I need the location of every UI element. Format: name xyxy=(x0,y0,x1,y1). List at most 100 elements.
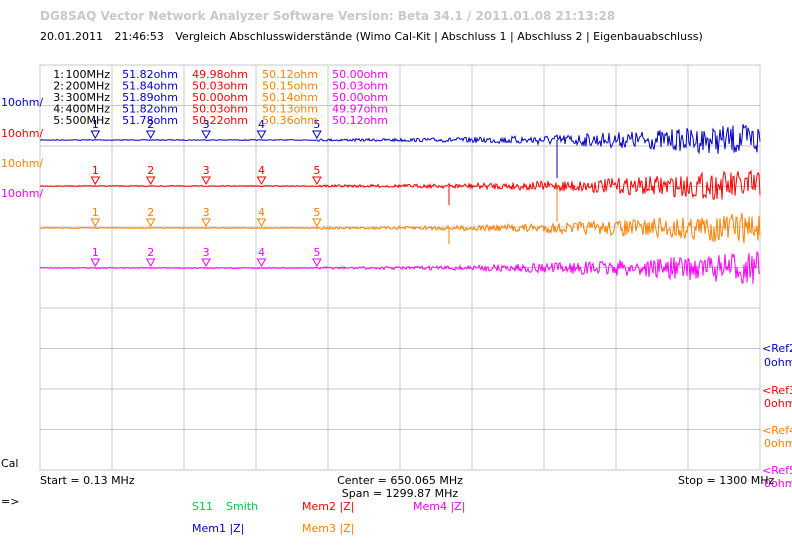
marker-value: 50.03ohm xyxy=(192,80,248,93)
axis-stop: Stop = 1300 MHz xyxy=(678,474,774,487)
ref-label-mem1: <Ref2 xyxy=(762,342,792,355)
marker-triangle xyxy=(145,218,156,228)
arrow-label: => xyxy=(1,495,19,508)
marker-number: 2 xyxy=(147,206,154,219)
marker-triangle xyxy=(145,176,156,186)
header-date: 20.01.2011 xyxy=(40,30,103,43)
legend-smith[interactable]: Smith xyxy=(226,500,258,513)
marker-frequency: 200MHz xyxy=(65,80,110,93)
ref-value-mem4: 0ohm xyxy=(764,477,792,490)
marker-value: 49.98ohm xyxy=(192,68,248,81)
marker-index: 3: xyxy=(53,91,64,104)
marker-value: 50.13ohm xyxy=(262,103,318,116)
marker-frequency: 500MHz xyxy=(65,114,110,127)
marker-triangle xyxy=(201,176,211,186)
marker-value: 51.84ohm xyxy=(122,80,178,93)
marker-frequency: 300MHz xyxy=(65,91,110,104)
marker-value: 50.00ohm xyxy=(332,91,388,104)
axis-center: Center = 650.065 MHz xyxy=(337,474,463,487)
scale-label-mem2: 10ohm/ xyxy=(1,127,43,140)
marker-number: 4 xyxy=(258,164,265,177)
marker-number: 4 xyxy=(258,118,265,131)
marker-triangle xyxy=(145,130,156,140)
marker-number: 2 xyxy=(147,164,154,177)
marker-triangle xyxy=(201,258,211,268)
marker-triangle xyxy=(90,176,101,186)
marker-triangle xyxy=(312,130,322,140)
marker-index: 1: xyxy=(53,68,64,81)
ref-label-mem3: <Ref4 xyxy=(762,424,792,437)
marker-number: 1 xyxy=(92,118,99,131)
marker-number: 1 xyxy=(92,246,99,259)
marker-frequency: 100MHz xyxy=(65,68,110,81)
app-title: DG8SAQ Vector Network Analyzer Software … xyxy=(40,9,616,23)
marker-triangle xyxy=(90,258,101,268)
ref-value-mem2: 0ohm xyxy=(764,397,792,410)
marker-value: 49.97ohm xyxy=(332,103,388,116)
scale-label-mem1: 10ohm/ xyxy=(1,96,43,109)
marker-triangle xyxy=(256,258,267,268)
marker-value: 50.00ohm xyxy=(192,91,248,104)
marker-triangle xyxy=(201,130,211,140)
header-line: 20.01.2011 21:46:53 Vergleich Abschlussw… xyxy=(40,30,711,43)
marker-value: 51.82ohm xyxy=(122,68,178,81)
marker-triangle xyxy=(145,258,156,268)
marker-value: 50.36ohm xyxy=(262,114,318,127)
marker-value: 50.03ohm xyxy=(192,103,248,116)
scale-label-mem3: 10ohm/ xyxy=(1,157,43,170)
marker-number: 5 xyxy=(313,246,320,259)
marker-number: 2 xyxy=(147,246,154,259)
legend-mem4[interactable]: Mem4 |Z| xyxy=(413,500,465,513)
marker-number: 5 xyxy=(313,206,320,219)
trace-mem4 xyxy=(39,250,761,284)
axis-start: Start = 0.13 MHz xyxy=(40,474,135,487)
marker-index: 4: xyxy=(53,103,64,116)
marker-number: 4 xyxy=(258,206,265,219)
ref-label-mem2: <Ref3 xyxy=(762,384,792,397)
marker-value: 50.12ohm xyxy=(262,68,318,81)
marker-number: 2 xyxy=(147,118,154,131)
ref-value-mem1: 0ohm xyxy=(764,356,792,369)
header-time: 21:46:53 xyxy=(114,30,164,43)
marker-value: 50.14ohm xyxy=(262,91,318,104)
marker-number: 5 xyxy=(313,118,320,131)
marker-frequency: 400MHz xyxy=(65,103,110,116)
marker-value: 50.00ohm xyxy=(332,68,388,81)
trace-mem3 xyxy=(39,212,761,244)
marker-triangle xyxy=(312,176,322,186)
marker-number: 3 xyxy=(203,164,210,177)
marker-table: 1: 100MHz 51.82ohm 49.98ohm 50.12ohm 50.00ohm… xyxy=(53,68,388,127)
marker-triangles: 1 2 3 4 5 1 2 3 4 5 1 2 3 4 5 1 2 3 4 5 xyxy=(90,118,322,268)
axis-span: Span = 1299.87 MHz xyxy=(342,487,459,500)
marker-index: 5: xyxy=(53,114,64,127)
marker-triangle xyxy=(256,176,267,186)
marker-number: 5 xyxy=(313,164,320,177)
marker-value: 50.15ohm xyxy=(262,80,318,93)
marker-value: 50.22ohm xyxy=(192,114,248,127)
marker-triangle xyxy=(90,130,101,140)
trace-mem2 xyxy=(39,170,761,200)
legend-mem3[interactable]: Mem3 |Z| xyxy=(302,522,354,535)
marker-number: 4 xyxy=(258,246,265,259)
ref-label-mem4: <Ref5 xyxy=(762,464,792,477)
marker-triangle xyxy=(312,258,322,268)
marker-number: 3 xyxy=(203,206,210,219)
legend-s11[interactable]: S11 xyxy=(192,500,213,513)
marker-value: 51.82ohm xyxy=(122,103,178,116)
marker-triangle xyxy=(90,218,101,228)
marker-value: 51.89ohm xyxy=(122,91,178,104)
traces xyxy=(39,124,761,284)
marker-number: 1 xyxy=(92,206,99,219)
marker-triangle xyxy=(201,218,211,228)
marker-value: 50.12ohm xyxy=(332,114,388,127)
trace-mem1 xyxy=(39,124,761,155)
marker-value: 51.78ohm xyxy=(122,114,178,127)
legend-mem1[interactable]: Mem1 |Z| xyxy=(192,522,244,535)
marker-number: 3 xyxy=(203,118,210,131)
header-description: Vergleich Abschlusswiderstände (Wimo Cal… xyxy=(175,30,703,43)
cal-label: Cal xyxy=(1,457,18,470)
scale-label-mem4: 10ohm/ xyxy=(1,187,43,200)
legend-mem2[interactable]: Mem2 |Z| xyxy=(302,500,354,513)
